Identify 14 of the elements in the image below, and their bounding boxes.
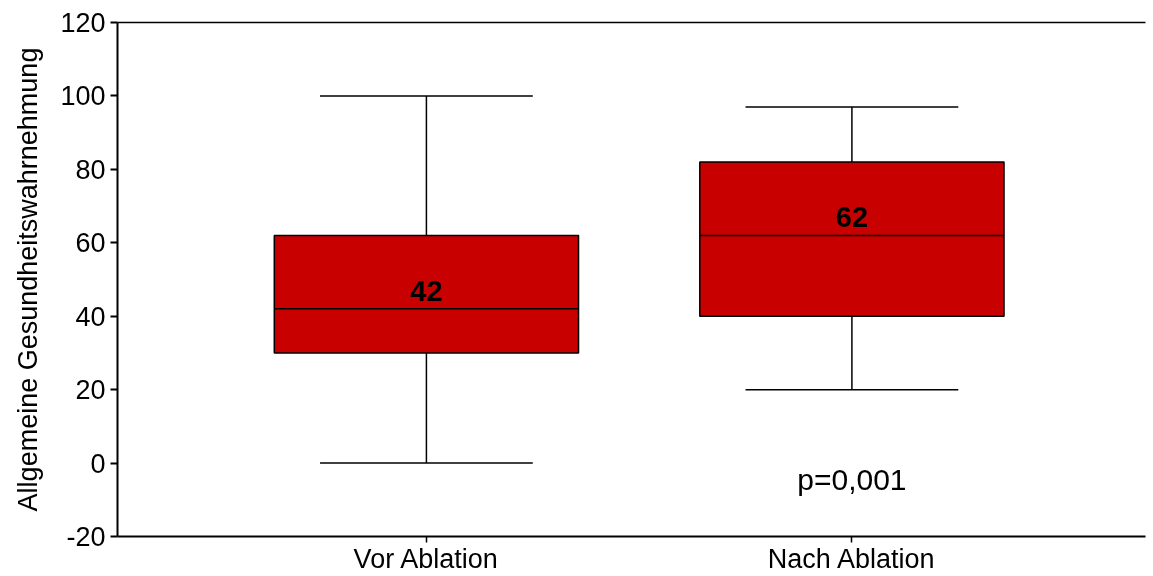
text: 42 [410,274,443,307]
y-tick-label: 60 [75,228,106,259]
y-tick-label: 120 [60,8,106,38]
y-tick-label: 100 [60,81,106,112]
annotation: p=0,001 [797,463,907,497]
y-tick-label: 0 [90,448,106,479]
y-axis-title: Allgemeine Gesundheitswahrnehmung [13,47,44,512]
y-tick-label: 20 [75,375,106,406]
x-tick-label: Nach Ablation [767,543,935,574]
y-tick-label: -20 [66,522,106,552]
text: 62 [835,201,869,234]
y-tick-label: 80 [75,154,106,185]
x-tick-label: Vor Ablation [353,543,498,574]
y-tick-label: 40 [75,301,106,332]
